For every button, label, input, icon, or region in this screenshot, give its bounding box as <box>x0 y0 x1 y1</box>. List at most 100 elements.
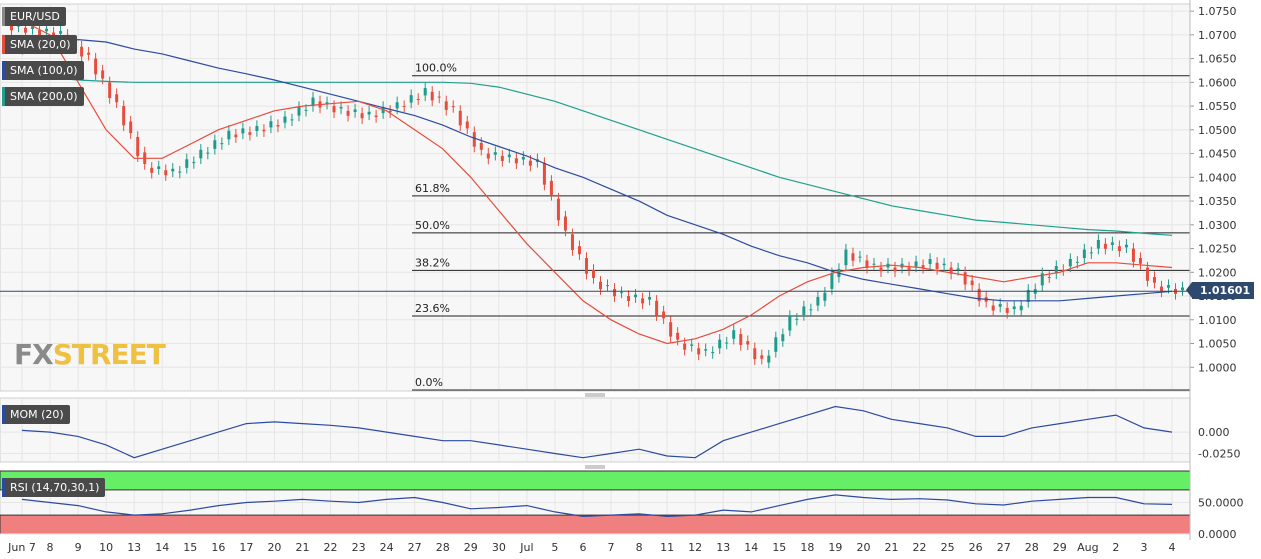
candle-body[interactable] <box>1138 258 1142 264</box>
candle-body[interactable] <box>493 152 497 155</box>
candle-body[interactable] <box>451 106 455 108</box>
candle-body[interactable] <box>683 343 687 350</box>
candle-body[interactable] <box>507 154 511 158</box>
candle-body[interactable] <box>1005 307 1009 313</box>
candle-body[interactable] <box>101 70 105 79</box>
candle-body[interactable] <box>38 30 42 36</box>
candle-body[interactable] <box>500 155 504 161</box>
candle-body[interactable] <box>641 298 645 304</box>
candle-body[interactable] <box>1159 286 1163 292</box>
candle-body[interactable] <box>718 339 722 349</box>
sma20-line[interactable] <box>21 20 1173 345</box>
candle-body[interactable] <box>234 134 238 138</box>
candle-body[interactable] <box>346 110 350 116</box>
candle-body[interactable] <box>122 106 126 126</box>
candle-body[interactable] <box>977 288 981 302</box>
candle-body[interactable] <box>409 95 413 103</box>
candle-body[interactable] <box>634 294 638 298</box>
candle-body[interactable] <box>444 101 448 110</box>
candle-body[interactable] <box>31 26 35 29</box>
mom-line[interactable] <box>21 405 1173 459</box>
candle-body[interactable] <box>360 113 364 119</box>
candle-body[interactable] <box>963 272 967 285</box>
candle-body[interactable] <box>767 355 771 363</box>
candle-body[interactable] <box>549 180 553 195</box>
candle-body[interactable] <box>521 156 525 160</box>
rsi-line[interactable] <box>21 494 1173 518</box>
candle-body[interactable] <box>241 128 245 134</box>
candle-body[interactable] <box>599 281 603 290</box>
sma200-label[interactable]: SMA (200,0) <box>2 87 84 106</box>
candle-body[interactable] <box>956 268 960 270</box>
candle-body[interactable] <box>1131 248 1135 262</box>
candle-body[interactable] <box>907 267 911 271</box>
candle-body[interactable] <box>697 348 701 355</box>
candle-body[interactable] <box>613 288 617 297</box>
candle-body[interactable] <box>858 256 862 258</box>
candle-body[interactable] <box>914 261 918 267</box>
candle-body[interactable] <box>136 136 140 157</box>
candle-body[interactable] <box>150 167 154 173</box>
candle-body[interactable] <box>725 342 729 344</box>
candle-body[interactable] <box>662 311 666 319</box>
candle-body[interactable] <box>269 121 273 128</box>
candle-body[interactable] <box>788 315 792 331</box>
candle-body[interactable] <box>746 341 750 345</box>
candle-body[interactable] <box>1089 252 1093 254</box>
candle-body[interactable] <box>94 58 98 75</box>
candle-body[interactable] <box>178 171 182 173</box>
candle-body[interactable] <box>991 305 995 311</box>
candle-body[interactable] <box>339 107 343 109</box>
candle-body[interactable] <box>185 159 189 168</box>
candle-body[interactable] <box>24 27 28 33</box>
candle-body[interactable] <box>416 98 420 100</box>
candle-body[interactable] <box>921 265 925 268</box>
candle-body[interactable] <box>893 267 897 272</box>
candle-body[interactable] <box>297 107 301 116</box>
candle-body[interactable] <box>556 198 560 221</box>
candle-body[interactable] <box>1117 246 1121 252</box>
candle-body[interactable] <box>809 309 813 311</box>
candle-body[interactable] <box>9 25 13 31</box>
candle-body[interactable] <box>690 344 694 346</box>
candle-body[interactable] <box>276 125 280 127</box>
candle-body[interactable] <box>465 121 469 129</box>
candle-body[interactable] <box>430 91 434 101</box>
candle-body[interactable] <box>879 267 883 272</box>
candle-body[interactable] <box>374 115 378 118</box>
candle-body[interactable] <box>928 258 932 264</box>
candle-body[interactable] <box>1068 258 1072 267</box>
candle-body[interactable] <box>290 119 294 121</box>
candle-body[interactable] <box>80 46 84 57</box>
candle-body[interactable] <box>1040 273 1044 286</box>
candle-body[interactable] <box>1096 239 1100 249</box>
candle-body[interactable] <box>1103 243 1107 249</box>
candle-body[interactable] <box>591 269 595 278</box>
candle-body[interactable] <box>669 322 673 337</box>
candle-body[interactable] <box>479 142 483 150</box>
candle-body[interactable] <box>472 132 476 147</box>
candle-body[interactable] <box>283 116 287 123</box>
candle-body[interactable] <box>816 296 820 306</box>
candle-body[interactable] <box>648 296 652 300</box>
candle-body[interactable] <box>255 126 259 132</box>
candle-body[interactable] <box>192 162 196 164</box>
candle-body[interactable] <box>1152 277 1156 283</box>
candle-body[interactable] <box>949 267 953 274</box>
candle-body[interactable] <box>942 263 946 266</box>
candle-body[interactable] <box>437 96 441 98</box>
candle-body[interactable] <box>970 280 974 286</box>
candle-body[interactable] <box>1124 244 1128 248</box>
candle-body[interactable] <box>872 263 876 265</box>
mom-label[interactable]: MOM (20) <box>2 405 70 424</box>
candle-body[interactable] <box>213 140 217 149</box>
candle-body[interactable] <box>739 334 743 345</box>
candle-body[interactable] <box>388 110 392 113</box>
candle-body[interactable] <box>52 32 56 38</box>
candle-body[interactable] <box>45 28 49 32</box>
candle-body[interactable] <box>823 292 827 301</box>
candle-body[interactable] <box>528 160 532 166</box>
candle-body[interactable] <box>795 318 799 320</box>
candle-body[interactable] <box>514 158 518 164</box>
